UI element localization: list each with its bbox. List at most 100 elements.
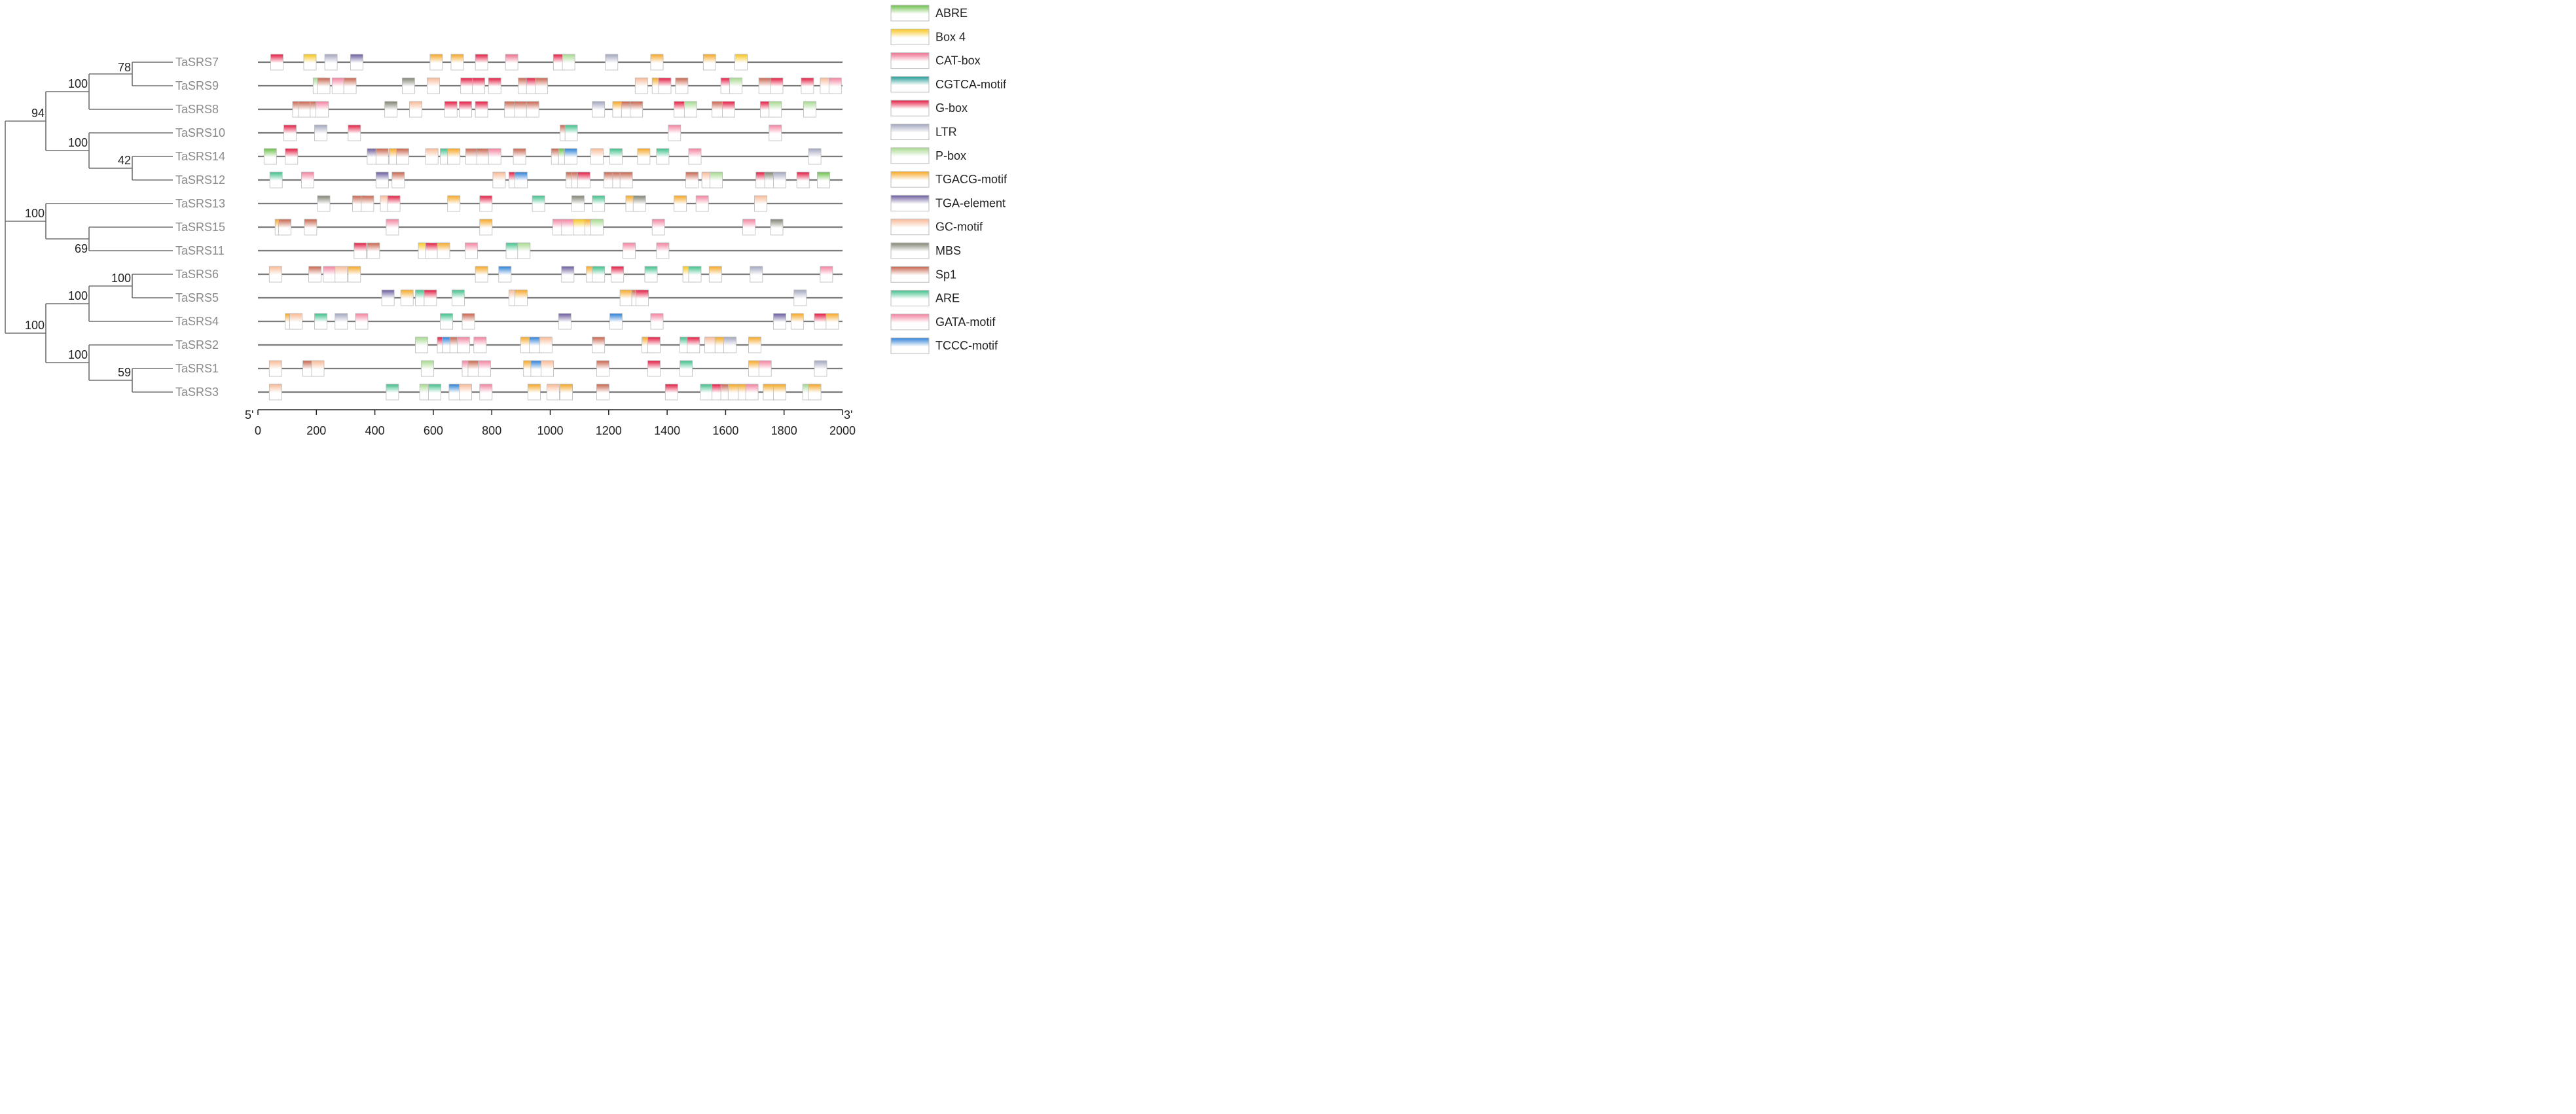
legend-swatch bbox=[890, 147, 930, 164]
legend-item: CAT-box bbox=[890, 52, 981, 69]
bootstrap-value: 69 bbox=[75, 242, 88, 255]
motif-g-box bbox=[285, 148, 299, 165]
motif-sp1 bbox=[298, 101, 312, 118]
legend-label: ABRE bbox=[935, 7, 968, 20]
axis-tick-label: 1600 bbox=[712, 424, 738, 437]
legend-label: GATA-motif bbox=[935, 315, 996, 329]
motif-tgacg-motif bbox=[447, 148, 461, 165]
motif-gata-motif bbox=[623, 242, 636, 259]
legend-swatch bbox=[890, 76, 930, 93]
motif-sp1 bbox=[675, 77, 689, 94]
gene-label: TaSRS11 bbox=[175, 244, 225, 257]
motif-g-box bbox=[425, 242, 439, 259]
motif-g-box bbox=[636, 289, 649, 306]
legend-swatch bbox=[890, 242, 930, 259]
motif-sp1 bbox=[476, 148, 490, 165]
gene-label: TaSRS3 bbox=[175, 386, 219, 399]
motif-p-box bbox=[517, 242, 531, 259]
gene-label: TaSRS5 bbox=[175, 291, 219, 304]
motif-are bbox=[269, 171, 283, 189]
motif-are bbox=[644, 266, 658, 283]
legend-item: TGA-element bbox=[890, 194, 1006, 211]
gene-label: TaSRS6 bbox=[175, 268, 219, 281]
motif-tgacg-motif bbox=[348, 266, 361, 283]
motif-tgacg-motif bbox=[450, 54, 464, 71]
motif-tga-element bbox=[558, 313, 571, 330]
motif-are bbox=[452, 289, 465, 306]
legend-swatch bbox=[890, 52, 930, 69]
motif-ltr bbox=[814, 360, 827, 377]
motif-tga-element bbox=[381, 289, 395, 306]
motif-g-box bbox=[801, 77, 814, 94]
motif-mbs bbox=[402, 77, 415, 94]
legend-swatch bbox=[890, 314, 930, 331]
legend-label: ARE bbox=[935, 292, 960, 305]
motif-are bbox=[680, 360, 693, 377]
motif-tgacg-motif bbox=[808, 384, 822, 401]
motif-gata-motif bbox=[688, 148, 702, 165]
motif-tgacg-motif bbox=[748, 336, 761, 353]
motif-gata-motif bbox=[828, 77, 842, 94]
motif-sp1 bbox=[596, 384, 609, 401]
motif-gata-motif bbox=[742, 219, 755, 236]
motif-sp1 bbox=[465, 148, 479, 165]
motif-gc-motif bbox=[754, 195, 767, 212]
motif-g-box bbox=[722, 101, 735, 118]
axis-tick-label: 1200 bbox=[596, 424, 622, 437]
motif-tga-element bbox=[350, 54, 363, 71]
motif-tccc-motif bbox=[515, 171, 528, 189]
motif-tgacg-motif bbox=[479, 219, 493, 236]
motif-ltr bbox=[592, 101, 606, 118]
motif-g-box bbox=[348, 124, 361, 141]
legend-item: Sp1 bbox=[890, 266, 956, 283]
motif-gc-motif bbox=[311, 360, 325, 377]
position-axis: 5' 3' 0 200 400 600 800 1000 1200 1400 1600 1800 2… bbox=[245, 408, 856, 437]
motif-are bbox=[314, 313, 327, 330]
motif-g-box bbox=[460, 77, 474, 94]
legend-swatch bbox=[890, 171, 930, 188]
gene-labels: TaSRS7 TaSRS9 TaSRS8 TaSRS10 TaSRS14 TaS… bbox=[175, 56, 225, 399]
motif-are bbox=[505, 242, 519, 259]
motif-g-box bbox=[658, 77, 672, 94]
promoter-element-figure: 78 100 94 100 42 100 69 100 100 100 100 … bbox=[5, 5, 1007, 437]
motif-gc-motif bbox=[590, 148, 604, 165]
bootstrap-value: 59 bbox=[118, 366, 131, 379]
motif-g-box bbox=[488, 77, 501, 94]
motif-gata-motif bbox=[465, 242, 478, 259]
motif-g-box bbox=[475, 54, 488, 71]
motif-tgacg-motif bbox=[528, 384, 541, 401]
motif-sp1 bbox=[513, 148, 526, 165]
motif-sp1 bbox=[462, 313, 475, 330]
motif-tccc-motif bbox=[609, 313, 623, 330]
motif-p-box bbox=[729, 77, 742, 94]
gene-label: TaSRS8 bbox=[175, 103, 219, 116]
motif-sp1 bbox=[592, 336, 606, 353]
motif-are bbox=[656, 148, 670, 165]
bootstrap-value: 100 bbox=[25, 207, 45, 220]
motif-tgacg-motif bbox=[650, 54, 664, 71]
motif-gc-motif bbox=[425, 148, 439, 165]
legend-item: G-box bbox=[890, 99, 968, 117]
motif-tga-element bbox=[561, 266, 575, 283]
bootstrap-value: 42 bbox=[118, 154, 131, 167]
motif-gata-motif bbox=[355, 313, 369, 330]
motif-gc-motif bbox=[335, 266, 348, 283]
legend-swatch bbox=[890, 99, 930, 117]
motif-gc-motif bbox=[427, 77, 440, 94]
legend-item: GATA-motif bbox=[890, 314, 996, 331]
motif-gc-motif bbox=[634, 77, 648, 94]
gene-label: TaSRS12 bbox=[175, 173, 225, 187]
motif-sp1 bbox=[367, 242, 380, 259]
five-prime-label: 5' bbox=[245, 408, 253, 422]
motif-cat-box bbox=[505, 54, 518, 71]
motif-sp1 bbox=[515, 101, 528, 118]
motif-gata-motif bbox=[473, 336, 487, 353]
legend-item: ARE bbox=[890, 290, 960, 307]
motif-g-box bbox=[611, 266, 625, 283]
motif-mbs bbox=[571, 195, 585, 212]
motif-gc-motif bbox=[268, 360, 282, 377]
motif-gata-motif bbox=[300, 171, 314, 189]
legend-swatch bbox=[890, 266, 930, 283]
axis-tick-label: 400 bbox=[365, 424, 385, 437]
motif-sp1 bbox=[535, 77, 548, 94]
